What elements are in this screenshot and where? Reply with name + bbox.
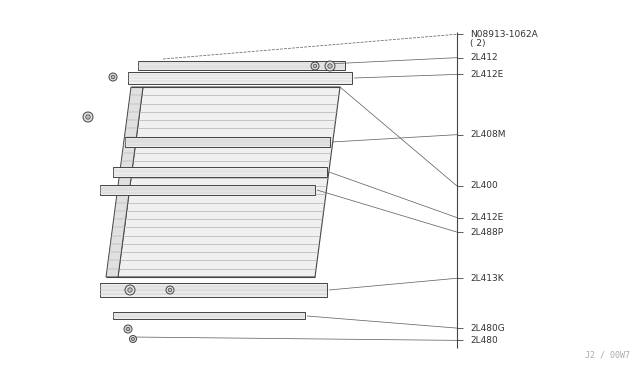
Polygon shape bbox=[106, 87, 143, 277]
Text: 2L488P: 2L488P bbox=[470, 228, 503, 237]
Circle shape bbox=[109, 73, 117, 81]
Text: 2L412E: 2L412E bbox=[470, 213, 503, 222]
Circle shape bbox=[125, 285, 135, 295]
Text: J2 / 00W7: J2 / 00W7 bbox=[585, 351, 630, 360]
Text: 2L480: 2L480 bbox=[470, 336, 498, 345]
Circle shape bbox=[325, 61, 335, 71]
Text: 2L412E: 2L412E bbox=[470, 70, 503, 79]
Circle shape bbox=[311, 62, 319, 70]
Polygon shape bbox=[128, 72, 352, 84]
Polygon shape bbox=[100, 185, 315, 195]
Text: 2L480G: 2L480G bbox=[470, 324, 505, 333]
Text: 2L412: 2L412 bbox=[470, 53, 498, 62]
Circle shape bbox=[111, 75, 115, 79]
Circle shape bbox=[168, 288, 172, 292]
Polygon shape bbox=[118, 87, 340, 277]
Text: ( 2): ( 2) bbox=[470, 39, 486, 48]
Circle shape bbox=[86, 115, 90, 119]
Text: N08913-1062A: N08913-1062A bbox=[470, 30, 538, 39]
Polygon shape bbox=[138, 61, 345, 70]
Text: 2L413K: 2L413K bbox=[470, 274, 504, 283]
Circle shape bbox=[124, 325, 132, 333]
Circle shape bbox=[328, 64, 332, 68]
Polygon shape bbox=[113, 312, 305, 319]
Polygon shape bbox=[125, 137, 330, 147]
Circle shape bbox=[313, 64, 317, 68]
Polygon shape bbox=[113, 167, 327, 177]
Circle shape bbox=[166, 286, 174, 294]
Circle shape bbox=[83, 112, 93, 122]
Polygon shape bbox=[100, 283, 327, 297]
Circle shape bbox=[131, 337, 134, 341]
Text: 2L400: 2L400 bbox=[470, 182, 498, 190]
Circle shape bbox=[129, 336, 136, 343]
Circle shape bbox=[128, 288, 132, 292]
Circle shape bbox=[126, 327, 130, 331]
Text: 2L408M: 2L408M bbox=[470, 130, 506, 139]
